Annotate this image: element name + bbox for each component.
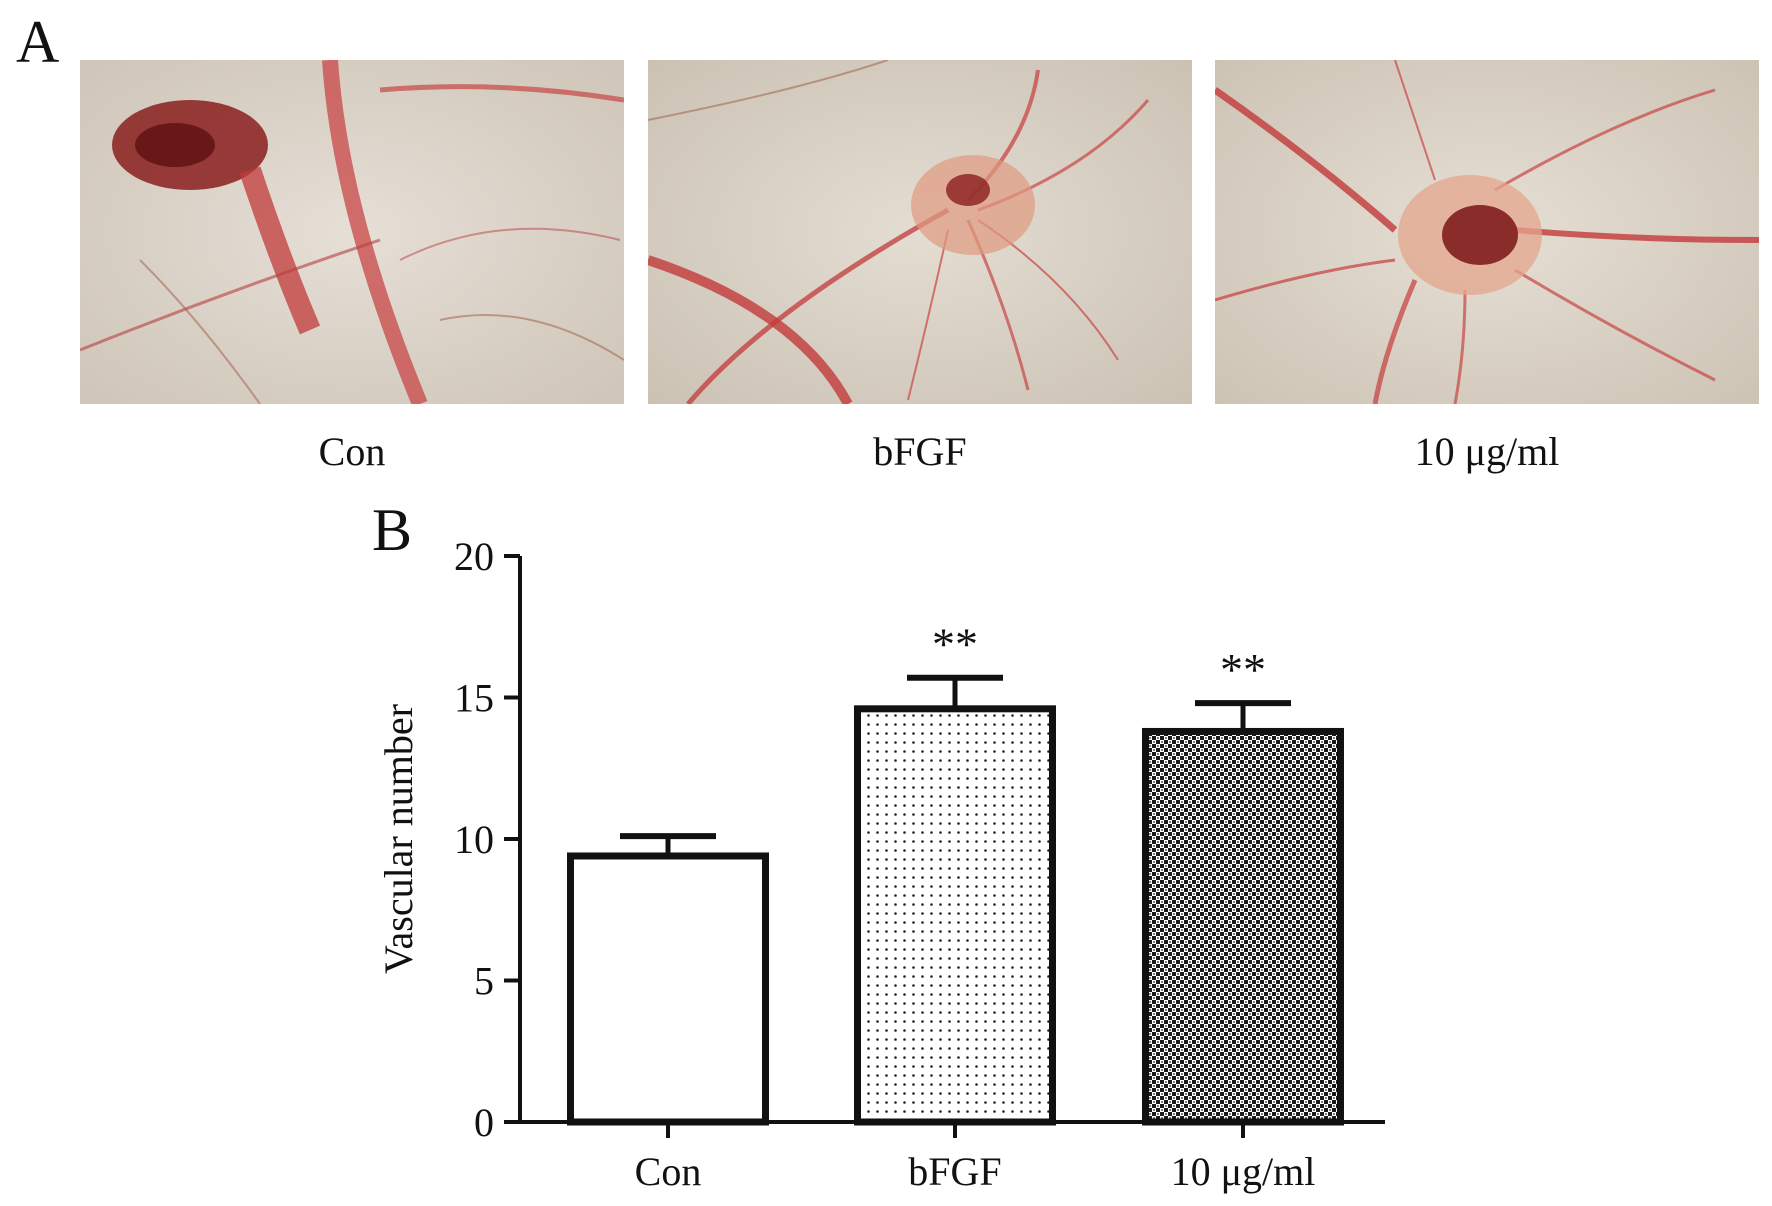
y-tick-label-2: 10	[454, 817, 494, 862]
significance-label-1: **	[932, 619, 978, 670]
panel-a-letter: A	[16, 9, 60, 75]
cam-photo-con	[80, 60, 624, 404]
bar-0	[567, 852, 769, 1126]
photo-label-10ugml: 10 μg/ml	[1414, 429, 1560, 474]
y-axis-label: Vascular number	[376, 704, 421, 974]
y-tick-label-4: 20	[454, 534, 494, 579]
bar-1	[854, 705, 1056, 1126]
x-tick-label-2: 10 μg/ml	[1171, 1149, 1316, 1194]
y-tick-label-1: 5	[474, 959, 494, 1004]
significance-label-2: **	[1220, 644, 1266, 695]
cam-photo-bfgf	[648, 60, 1192, 404]
y-tick-label-0: 0	[474, 1100, 494, 1145]
photo-label-con: Con	[318, 429, 386, 474]
x-tick-label-0: Con	[635, 1149, 702, 1194]
photo-label-bfgf: bFGF	[873, 429, 967, 474]
y-tick-label-3: 15	[454, 676, 494, 721]
x-tick-label-1: bFGF	[908, 1149, 1001, 1194]
bar-2	[1142, 727, 1344, 1126]
cam-photo-10ugml	[1215, 60, 1759, 404]
panel-b-letter: B	[372, 497, 413, 563]
